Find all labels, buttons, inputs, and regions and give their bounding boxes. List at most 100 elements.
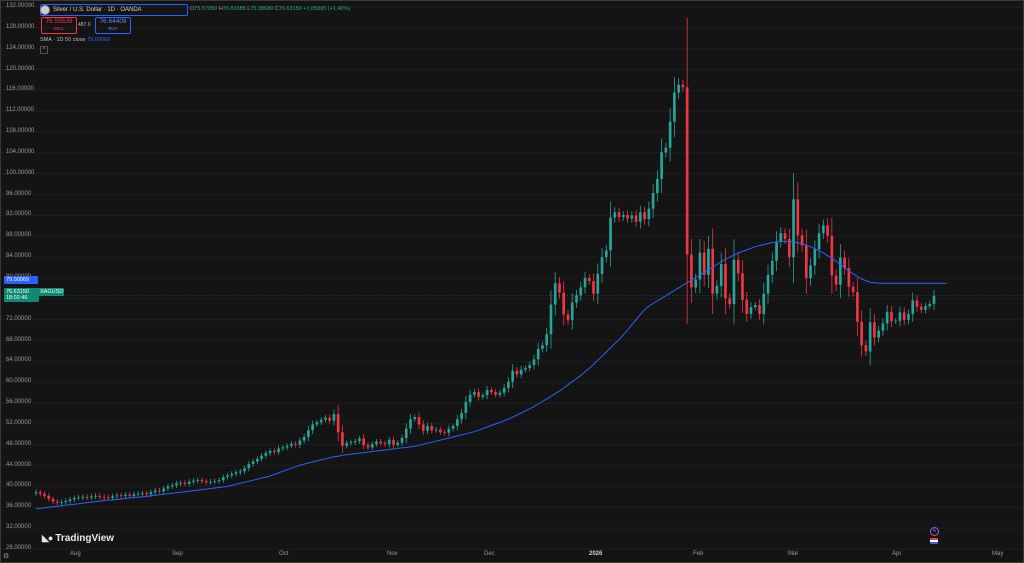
candle-body: [515, 370, 519, 375]
candle-body: [660, 152, 663, 179]
candle-body: [158, 490, 161, 492]
candle-body: [273, 451, 276, 453]
us-flag-icon[interactable]: [930, 538, 938, 544]
x-tick-label: Feb: [693, 551, 704, 557]
candle-body: [566, 314, 570, 321]
candle-body: [162, 488, 165, 492]
candle-body: [353, 441, 357, 443]
y-tick-label: 32.00000: [6, 524, 32, 531]
candle-body: [800, 235, 804, 246]
candle-body: [255, 458, 259, 462]
sma-indicator-legend[interactable]: SMA · 1D 50 close 79.00069: [40, 37, 110, 43]
candle-body: [707, 248, 710, 275]
sell-button[interactable]: 76.59539 SELL: [41, 17, 77, 34]
candle-body: [643, 212, 646, 220]
candle-body: [583, 278, 587, 288]
lightning-alert-icon[interactable]: ϟ: [930, 527, 939, 536]
candle-body: [919, 306, 923, 310]
sma-line: [35, 241, 947, 510]
ohlc-readout: O75.57050 H76.80385 L75.38680 C76.63150 …: [190, 6, 351, 12]
candle-body: [409, 419, 412, 429]
sma-value: 79.00069: [87, 37, 111, 43]
candle-body: [868, 322, 872, 352]
candle-body: [915, 300, 919, 307]
y-tick-label: 96.00000: [6, 190, 32, 197]
candle-body: [102, 496, 106, 498]
gear-icon[interactable]: ⚙: [3, 553, 10, 560]
candle-body: [617, 212, 621, 218]
candle-body: [621, 214, 625, 218]
candle-body: [438, 429, 442, 433]
candle-body: [196, 480, 200, 482]
candle-body: [298, 440, 302, 445]
candle-body: [238, 471, 242, 473]
candle-body: [268, 451, 272, 454]
x-tick-label: Sep: [172, 551, 183, 557]
candle-body: [498, 392, 502, 395]
candle-body: [111, 496, 114, 498]
candle-body: [813, 249, 817, 266]
candle-body: [753, 305, 757, 308]
candle-body: [502, 387, 506, 393]
candle-body: [596, 273, 600, 294]
candle-body: [894, 320, 898, 322]
candle-body: [898, 312, 902, 321]
silver-coin-icon: [40, 5, 50, 15]
candle-body: [770, 260, 774, 275]
candle-body: [336, 414, 340, 433]
candle-body: [132, 494, 136, 496]
candle-body: [68, 499, 72, 502]
candle-body: [349, 442, 353, 444]
candle-body: [324, 417, 327, 420]
candle-body: [226, 475, 229, 478]
candle-body: [366, 445, 370, 448]
buy-button[interactable]: 76.64409 BUY: [95, 17, 131, 34]
candle-body: [860, 321, 863, 346]
candle-body: [809, 265, 812, 278]
tradingview-mark-icon: ◣●: [42, 533, 53, 543]
candle-body: [370, 444, 374, 448]
x-tick-label: Aug: [70, 551, 81, 557]
candle-body: [55, 501, 59, 503]
y-tick-label: 120.00000: [6, 65, 35, 72]
y-tick-label: 36.00000: [6, 503, 32, 510]
candle-body: [805, 245, 808, 278]
candle-body: [630, 215, 634, 219]
candle-body: [677, 84, 680, 93]
candle-body: [847, 268, 851, 287]
candle-body: [430, 426, 434, 431]
sma-price-tag: 79.00069: [4, 276, 38, 284]
candle-body: [183, 482, 187, 484]
candle-body: [473, 392, 476, 395]
candle-body: [128, 494, 131, 496]
candle-body: [558, 283, 561, 293]
candle-body: [281, 447, 285, 449]
y-tick-label: 68.00000: [6, 336, 32, 343]
candle-body: [851, 286, 855, 293]
candle-body: [153, 490, 157, 493]
y-tick-label: 88.00000: [6, 232, 32, 239]
buy-label: BUY: [108, 26, 118, 31]
candle-body: [651, 193, 655, 209]
candle-body: [626, 214, 629, 219]
y-tick-label: 40.00000: [6, 482, 32, 489]
symbol-header[interactable]: Silver / U.S. Dollar · 1D · OANDA: [40, 5, 142, 15]
candle-body: [783, 233, 787, 239]
candle-body: [524, 368, 527, 370]
candle-body: [460, 412, 463, 420]
x-tick-label: Mar: [788, 551, 799, 557]
collapse-legend-icon[interactable]: ^: [40, 46, 48, 54]
x-tick-label: 2026: [589, 551, 603, 557]
candle-body: [536, 348, 540, 360]
candle-body: [72, 497, 76, 500]
candle-body: [587, 278, 591, 282]
candle-body: [107, 497, 110, 499]
candle-body: [656, 178, 659, 194]
candle-body: [209, 481, 212, 483]
candle-body: [541, 345, 544, 349]
y-tick-label: 100.00000: [6, 169, 35, 176]
candle-body: [34, 492, 38, 494]
candle-body: [383, 443, 387, 445]
